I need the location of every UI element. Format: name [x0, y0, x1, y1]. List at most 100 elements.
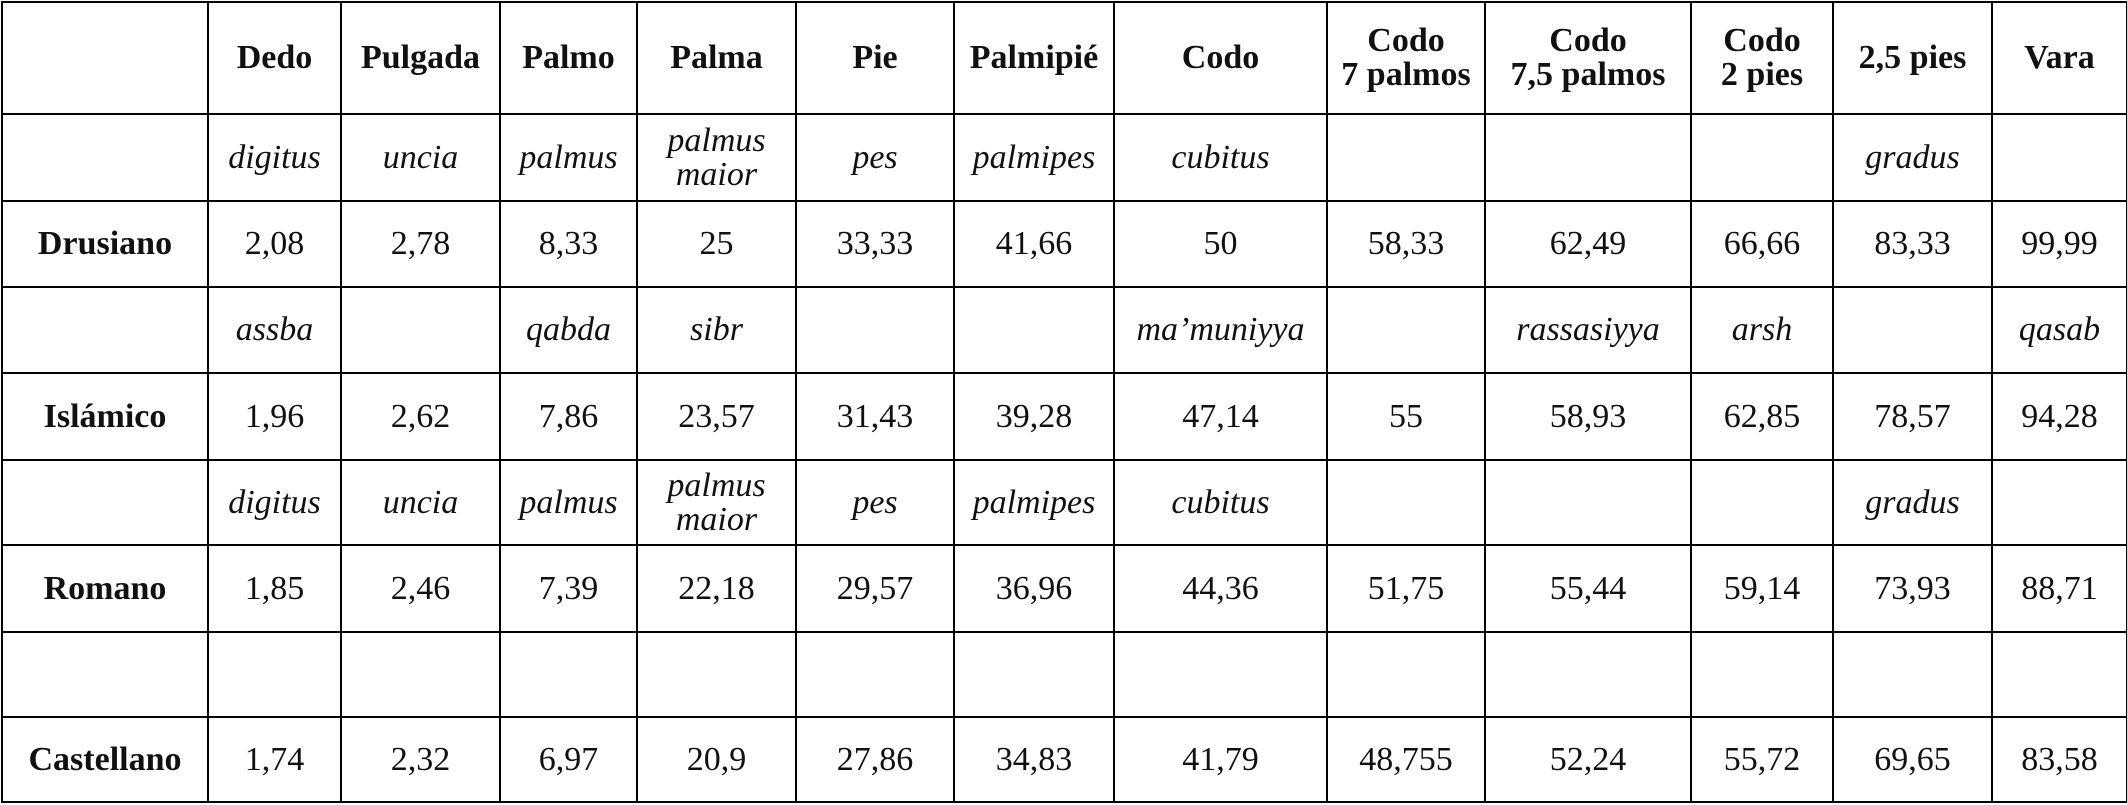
value-cell: 33,33	[795, 200, 955, 288]
value-cell: 83,33	[1832, 200, 1993, 288]
row-label: Romano	[1, 544, 209, 633]
table-row	[1, 631, 2127, 718]
latin-name: palmipes	[953, 113, 1115, 202]
value-cell: 47,14	[1113, 372, 1328, 461]
latin-name	[1991, 459, 2127, 546]
value-cell: 2,32	[340, 716, 501, 803]
value-cell: 39,28	[953, 372, 1115, 461]
value-cell: 58,33	[1326, 200, 1486, 288]
latin-name: sibr	[636, 286, 797, 374]
latin-name: ma’muniyya	[1113, 286, 1328, 374]
table-row: digitus uncia palmus palmus maior pes palmipe…	[1, 459, 2127, 546]
value-cell: 25	[636, 200, 797, 288]
latin-name	[1832, 631, 1993, 718]
latin-name: cubitus	[1113, 113, 1328, 202]
row-label	[1, 459, 209, 546]
column-header: Palma	[636, 1, 797, 115]
corner-cell	[1, 1, 209, 115]
latin-name: qabda	[499, 286, 638, 374]
table-row: Romano 1,85 2,46 7,39 22,18 29,57 36,96 44,36 51…	[1, 544, 2127, 633]
value-cell: 7,86	[499, 372, 638, 461]
latin-name	[1690, 631, 1834, 718]
column-header: Dedo	[207, 1, 342, 115]
value-cell: 55,44	[1484, 544, 1692, 633]
value-cell: 73,93	[1832, 544, 1993, 633]
value-cell: 23,57	[636, 372, 797, 461]
value-cell: 66,66	[1690, 200, 1834, 288]
latin-name: arsh	[1690, 286, 1834, 374]
value-cell: 41,66	[953, 200, 1115, 288]
value-cell: 22,18	[636, 544, 797, 633]
row-label: Castellano	[1, 716, 209, 803]
column-header: Codo 7 palmos	[1326, 1, 1486, 115]
value-cell: 62,49	[1484, 200, 1692, 288]
column-header: Palmipié	[953, 1, 1115, 115]
value-cell: 52,24	[1484, 716, 1692, 803]
value-cell: 51,75	[1326, 544, 1486, 633]
value-cell: 59,14	[1690, 544, 1834, 633]
latin-name	[340, 631, 501, 718]
value-cell: 1,74	[207, 716, 342, 803]
latin-name: digitus	[207, 113, 342, 202]
value-cell: 41,79	[1113, 716, 1328, 803]
value-cell: 69,65	[1832, 716, 1993, 803]
latin-name: palmus	[499, 459, 638, 546]
column-header: Palmo	[499, 1, 638, 115]
value-cell: 83,58	[1991, 716, 2127, 803]
latin-name: pes	[795, 113, 955, 202]
value-cell: 2,78	[340, 200, 501, 288]
row-label	[1, 631, 209, 718]
row-label: Islámico	[1, 372, 209, 461]
value-cell: 20,9	[636, 716, 797, 803]
latin-name: palmus maior	[636, 113, 797, 202]
latin-name	[1326, 631, 1486, 718]
latin-name	[953, 286, 1115, 374]
column-header: Pulgada	[340, 1, 501, 115]
latin-name: palmus	[499, 113, 638, 202]
latin-name: palmus maior	[636, 459, 797, 546]
latin-name: digitus	[207, 459, 342, 546]
value-cell: 2,62	[340, 372, 501, 461]
latin-name	[1690, 113, 1834, 202]
latin-name: cubitus	[1113, 459, 1328, 546]
row-label	[1, 113, 209, 202]
value-cell: 78,57	[1832, 372, 1993, 461]
value-cell: 55	[1326, 372, 1486, 461]
latin-name	[1484, 459, 1692, 546]
value-cell: 44,36	[1113, 544, 1328, 633]
latin-name: qasab	[1991, 286, 2127, 374]
latin-name: assba	[207, 286, 342, 374]
value-cell: 58,93	[1484, 372, 1692, 461]
column-header: Vara	[1991, 1, 2127, 115]
latin-name	[1484, 113, 1692, 202]
latin-name	[1326, 459, 1486, 546]
latin-name	[1991, 113, 2127, 202]
latin-name	[795, 286, 955, 374]
latin-name	[795, 631, 955, 718]
latin-name: uncia	[340, 459, 501, 546]
latin-name: gradus	[1832, 459, 1993, 546]
value-cell: 1,96	[207, 372, 342, 461]
row-label: Drusiano	[1, 200, 209, 288]
column-header: 2,5 pies	[1832, 1, 1993, 115]
latin-name	[1113, 631, 1328, 718]
latin-name	[1991, 631, 2127, 718]
column-header: Codo	[1113, 1, 1328, 115]
column-header: Pie	[795, 1, 955, 115]
header-row: Dedo Pulgada Palmo Palma Pie Palmipié Codo Codo…	[1, 1, 2127, 115]
latin-name: gradus	[1832, 113, 1993, 202]
value-cell: 99,99	[1991, 200, 2127, 288]
value-cell: 7,39	[499, 544, 638, 633]
latin-name	[1326, 286, 1486, 374]
value-cell: 50	[1113, 200, 1328, 288]
value-cell: 1,85	[207, 544, 342, 633]
latin-name	[1326, 113, 1486, 202]
latin-name	[1832, 286, 1993, 374]
value-cell: 8,33	[499, 200, 638, 288]
latin-name	[1484, 631, 1692, 718]
latin-name: rassasiyya	[1484, 286, 1692, 374]
latin-name	[340, 286, 501, 374]
value-cell: 34,83	[953, 716, 1115, 803]
